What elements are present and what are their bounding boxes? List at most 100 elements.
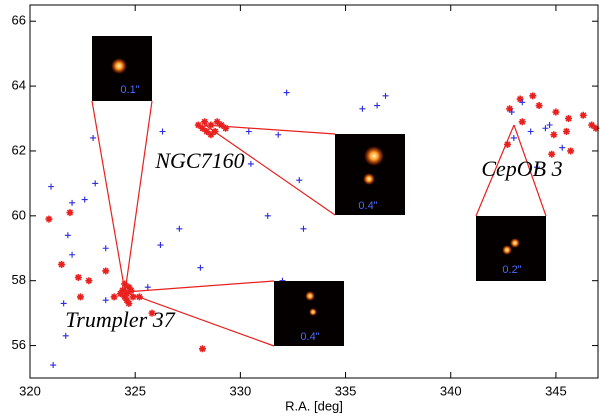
star-point bbox=[121, 280, 129, 288]
star-point bbox=[562, 127, 570, 135]
star-point bbox=[102, 267, 110, 275]
star-point bbox=[74, 273, 82, 281]
star-point bbox=[127, 286, 135, 294]
star-point bbox=[516, 95, 524, 103]
marks bbox=[45, 89, 600, 369]
star-point bbox=[506, 105, 514, 113]
x-axis-label: R.A. [deg] bbox=[285, 398, 343, 413]
plus-point bbox=[283, 89, 290, 96]
plus-point bbox=[275, 131, 282, 138]
star-point bbox=[201, 118, 209, 126]
star-point bbox=[110, 293, 118, 301]
plus-point bbox=[64, 232, 71, 239]
star-point bbox=[125, 283, 133, 291]
star-point bbox=[203, 127, 211, 135]
star-point bbox=[123, 296, 131, 304]
plus-point bbox=[247, 160, 254, 167]
scale-label: 0.4" bbox=[358, 200, 377, 212]
star-point bbox=[123, 290, 131, 298]
plus-point bbox=[264, 212, 271, 219]
star-point bbox=[66, 209, 74, 217]
plus-point bbox=[60, 300, 67, 307]
y-tick-label: 56 bbox=[12, 337, 26, 352]
plus-point bbox=[90, 134, 97, 141]
star-point bbox=[529, 92, 537, 100]
star-point bbox=[504, 140, 512, 148]
plus-point bbox=[519, 99, 526, 106]
plus-point bbox=[359, 105, 366, 112]
y-tick-label: 58 bbox=[12, 272, 26, 287]
plus-point bbox=[81, 196, 88, 203]
plus-point bbox=[102, 245, 109, 252]
y-tick-label: 62 bbox=[12, 142, 26, 157]
x-tick-label: 335 bbox=[335, 383, 357, 398]
star-point bbox=[588, 121, 596, 129]
star-point bbox=[535, 102, 543, 110]
plus-point bbox=[159, 128, 166, 135]
plus-point bbox=[533, 164, 540, 171]
x-tick-label: 325 bbox=[124, 383, 146, 398]
inset: 0.2" bbox=[476, 216, 546, 281]
plus-point bbox=[559, 144, 566, 151]
star-point bbox=[199, 345, 207, 353]
plus-point bbox=[102, 297, 109, 304]
star-point bbox=[85, 277, 93, 285]
plus-point bbox=[48, 183, 55, 190]
star-point bbox=[592, 124, 600, 132]
star-point bbox=[567, 147, 575, 155]
star-point bbox=[129, 293, 137, 301]
plus-point bbox=[510, 134, 517, 141]
star-point bbox=[45, 215, 53, 223]
star-point bbox=[550, 131, 558, 139]
cluster-label: CepOB 3 bbox=[481, 156, 562, 181]
plus-point bbox=[92, 180, 99, 187]
plus-point bbox=[374, 102, 381, 109]
star-point bbox=[199, 124, 207, 132]
star-point bbox=[125, 299, 133, 307]
star-point bbox=[565, 115, 573, 123]
inset: 0.4" bbox=[335, 134, 405, 215]
star-point bbox=[119, 286, 127, 294]
inset: 0.4" bbox=[274, 281, 344, 346]
star-point bbox=[207, 131, 215, 139]
star-point bbox=[213, 118, 221, 126]
scale-label: 0.2" bbox=[502, 264, 521, 276]
plus-point bbox=[542, 125, 549, 132]
scale-label: 0.1" bbox=[120, 84, 139, 96]
y-tick-label: 66 bbox=[12, 13, 26, 28]
plus-point bbox=[508, 109, 515, 116]
star-point bbox=[548, 150, 556, 158]
x-tick-label: 330 bbox=[230, 383, 252, 398]
star-point bbox=[518, 118, 526, 126]
plus-point bbox=[527, 128, 534, 135]
plus-point bbox=[50, 362, 57, 369]
star-point bbox=[148, 309, 156, 317]
plus-point bbox=[197, 264, 204, 271]
star-point bbox=[222, 124, 230, 132]
plus-point bbox=[176, 225, 183, 232]
plus-point bbox=[245, 128, 252, 135]
x-tick-label: 320 bbox=[19, 383, 41, 398]
connectors bbox=[91, 100, 547, 347]
plus-point bbox=[69, 251, 76, 258]
inset: 0.1" bbox=[92, 36, 152, 101]
star-point bbox=[58, 260, 66, 268]
plus-point bbox=[144, 284, 151, 291]
scale-label: 0.4" bbox=[300, 331, 319, 343]
plus-point bbox=[157, 242, 164, 249]
plus-point bbox=[546, 122, 553, 129]
star-point bbox=[76, 293, 84, 301]
plus-point bbox=[69, 199, 76, 206]
plus-point bbox=[62, 332, 69, 339]
y-tick-label: 60 bbox=[12, 207, 26, 222]
cluster-label: NGC7160 bbox=[154, 148, 244, 173]
plus-point bbox=[296, 177, 303, 184]
star-point bbox=[116, 290, 124, 298]
star-point bbox=[579, 111, 587, 119]
star-point bbox=[121, 293, 129, 301]
y-tick-label: 64 bbox=[12, 78, 26, 93]
star-point bbox=[194, 121, 202, 129]
plus-point bbox=[300, 225, 307, 232]
plus-point bbox=[382, 92, 389, 99]
